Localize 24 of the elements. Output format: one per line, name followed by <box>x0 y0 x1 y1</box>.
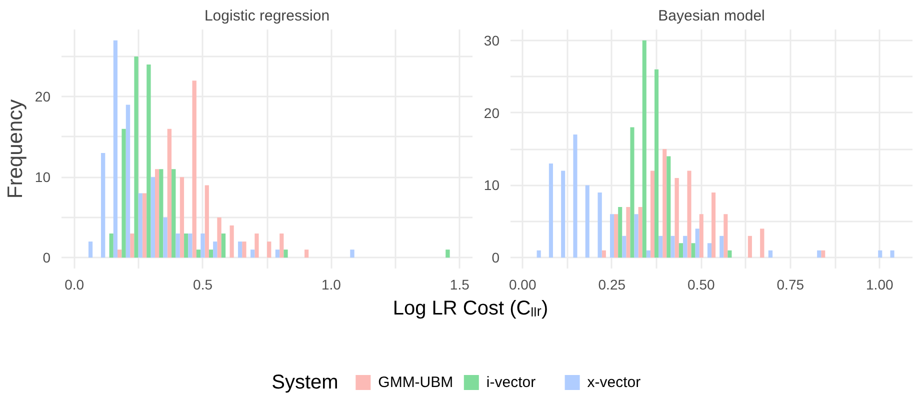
x-tick-label: 1.00 <box>866 276 894 292</box>
x-tick-label: 1.5 <box>450 276 470 292</box>
chart-title: Bayesian model <box>658 8 765 24</box>
y-tick-label: 10 <box>34 169 51 186</box>
y-tick-label: 20 <box>484 104 500 121</box>
x-tick-label: 0.0 <box>64 276 84 292</box>
y-tick-label: 0 <box>492 250 500 266</box>
y-tick-label: 10 <box>484 177 500 194</box>
x-axis-title: Log LR Cost (Cₗₗᵣ) <box>392 298 548 320</box>
legend-label: i-vector <box>486 374 536 391</box>
x-tick-label: 0.5 <box>193 276 213 292</box>
y-axis-title: Frequency <box>4 98 27 199</box>
x-tick-label: 1.0 <box>321 276 342 292</box>
legend-label: GMM-UBM <box>378 374 454 391</box>
x-tick-label: 0.50 <box>688 276 715 292</box>
legend-title: System <box>272 372 338 394</box>
y-tick-label: 20 <box>34 88 51 105</box>
y-tick-label: 0 <box>42 250 51 266</box>
x-tick-label: 0.25 <box>598 276 626 292</box>
chart-title: Logistic regression <box>204 8 330 24</box>
x-tick-label: 0.00 <box>509 276 536 292</box>
y-tick-label: 30 <box>484 32 500 48</box>
x-tick-label: 0.75 <box>776 276 804 292</box>
legend-label: x-vector <box>587 374 641 391</box>
